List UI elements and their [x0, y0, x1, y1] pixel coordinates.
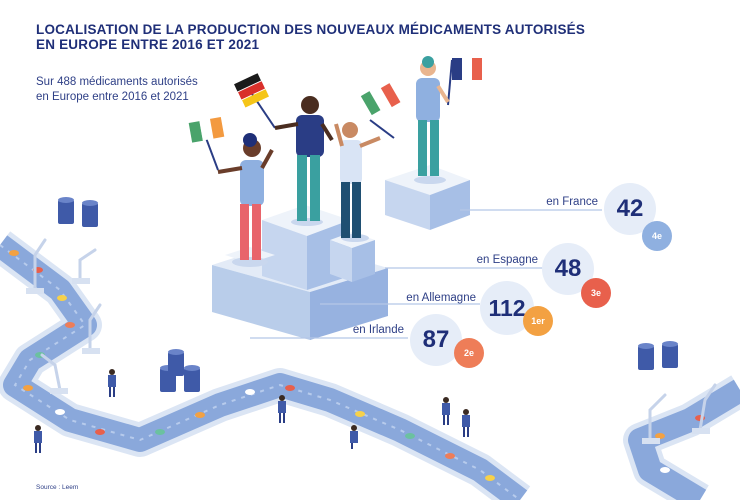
source-note: Source : Leem [36, 484, 79, 491]
figure-allemagne [234, 73, 334, 221]
rank-irlande: 2e [454, 338, 484, 368]
title-line-1: LOCALISATION DE LA PRODUCTION DES NOUVEA… [36, 22, 586, 37]
page-title: LOCALISATION DE LA PRODUCTION DES NOUVEA… [36, 22, 596, 52]
figure-espagne [334, 83, 401, 238]
title-line-2: EN EUROPE ENTRE 2016 ET 2021 [36, 37, 260, 52]
workers [34, 369, 470, 453]
rank-allemagne: 1er [523, 306, 553, 336]
label-allemagne: en Allemagne [406, 292, 476, 304]
label-france: en France [546, 196, 598, 208]
subtitle: Sur 488 médicaments autorisés en Europe … [36, 75, 256, 105]
connector-lines [250, 209, 602, 339]
rank-france: 4e [642, 221, 672, 251]
conveyor-belt [0, 231, 740, 500]
subtitle-line-2: en Europe entre 2016 et 2021 [36, 91, 189, 103]
barrels [58, 197, 678, 392]
podium-figures [188, 56, 482, 260]
label-espagne: en Espagne [476, 254, 538, 266]
value-irlande: 87 [410, 314, 462, 366]
rank-espagne: 3e [581, 278, 611, 308]
figure-irlande [188, 116, 274, 260]
robot-bases [26, 278, 710, 444]
label-irlande: en Irlande [352, 324, 404, 336]
value-allemagne: 112 [480, 281, 534, 335]
subtitle-line-1: Sur 488 médicaments autorisés [36, 76, 198, 88]
robot-arms [33, 238, 717, 442]
figure-france [416, 56, 482, 176]
